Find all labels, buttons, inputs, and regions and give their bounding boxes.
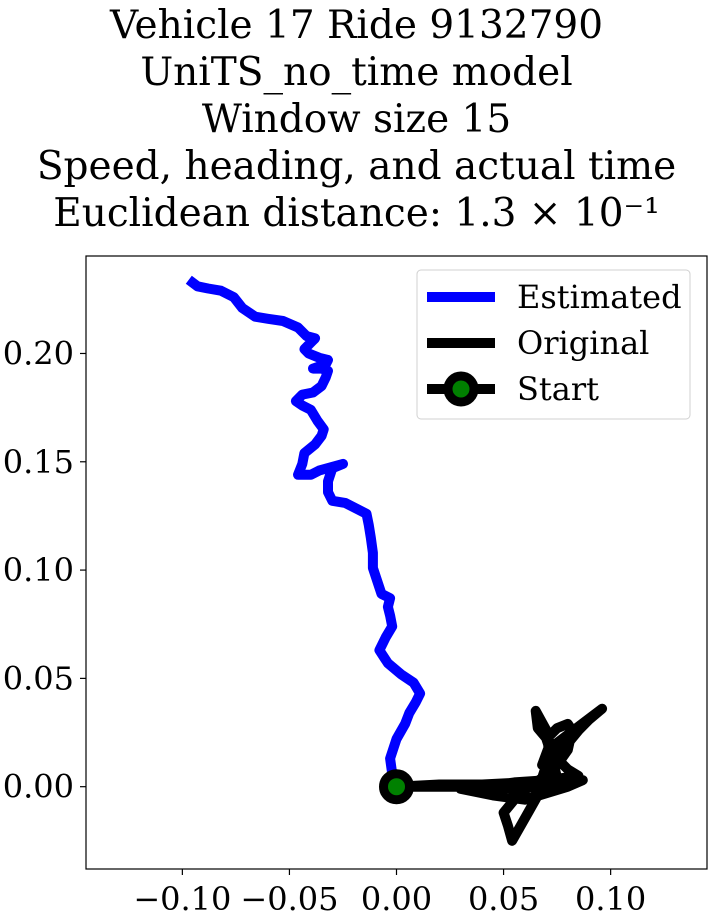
- legend-label-1: Estimated: [517, 278, 682, 316]
- legend-label-3: Start: [517, 370, 599, 408]
- title-line-2: UniTS_no_time model: [140, 50, 573, 95]
- title-line-4: Speed, heading, and actual time: [36, 144, 677, 189]
- y-tick-label: 0.20: [3, 334, 74, 372]
- legend-start-marker: [443, 371, 479, 407]
- title-line-1: Vehicle 17 Ride 9132790: [109, 3, 604, 48]
- legend: Estimated Original Start: [416, 269, 691, 420]
- y-axis: 0.00 0.05 0.10 0.15 0.20: [3, 334, 86, 806]
- y-tick-label: 0.00: [3, 768, 74, 806]
- x-tick-label: 0.10: [575, 880, 646, 918]
- title-line-5: Euclidean distance: 1.3 × 10⁻¹: [53, 191, 660, 236]
- x-tick-label: −0.10: [133, 880, 231, 918]
- chart-title: Vehicle 17 Ride 9132790 UniTS_no_time mo…: [0, 2, 713, 237]
- legend-label-2: Original: [517, 324, 649, 362]
- x-axis: −0.10 −0.05 0.00 0.05 0.10: [133, 869, 646, 918]
- series-line-estimated: [185, 275, 426, 789]
- series-layer: [185, 275, 608, 846]
- x-tick-label: −0.05: [240, 880, 338, 918]
- x-tick-label: 0.05: [468, 880, 539, 918]
- y-tick-label: 0.10: [3, 551, 74, 589]
- y-tick-label: 0.05: [3, 659, 74, 697]
- series-line-original: [396, 703, 608, 846]
- y-tick-label: 0.15: [3, 443, 74, 481]
- start-marker: [379, 769, 414, 805]
- x-tick-label: 0.00: [361, 880, 432, 918]
- title-line-3: Window size 15: [201, 97, 512, 142]
- legend-frame: [416, 269, 691, 420]
